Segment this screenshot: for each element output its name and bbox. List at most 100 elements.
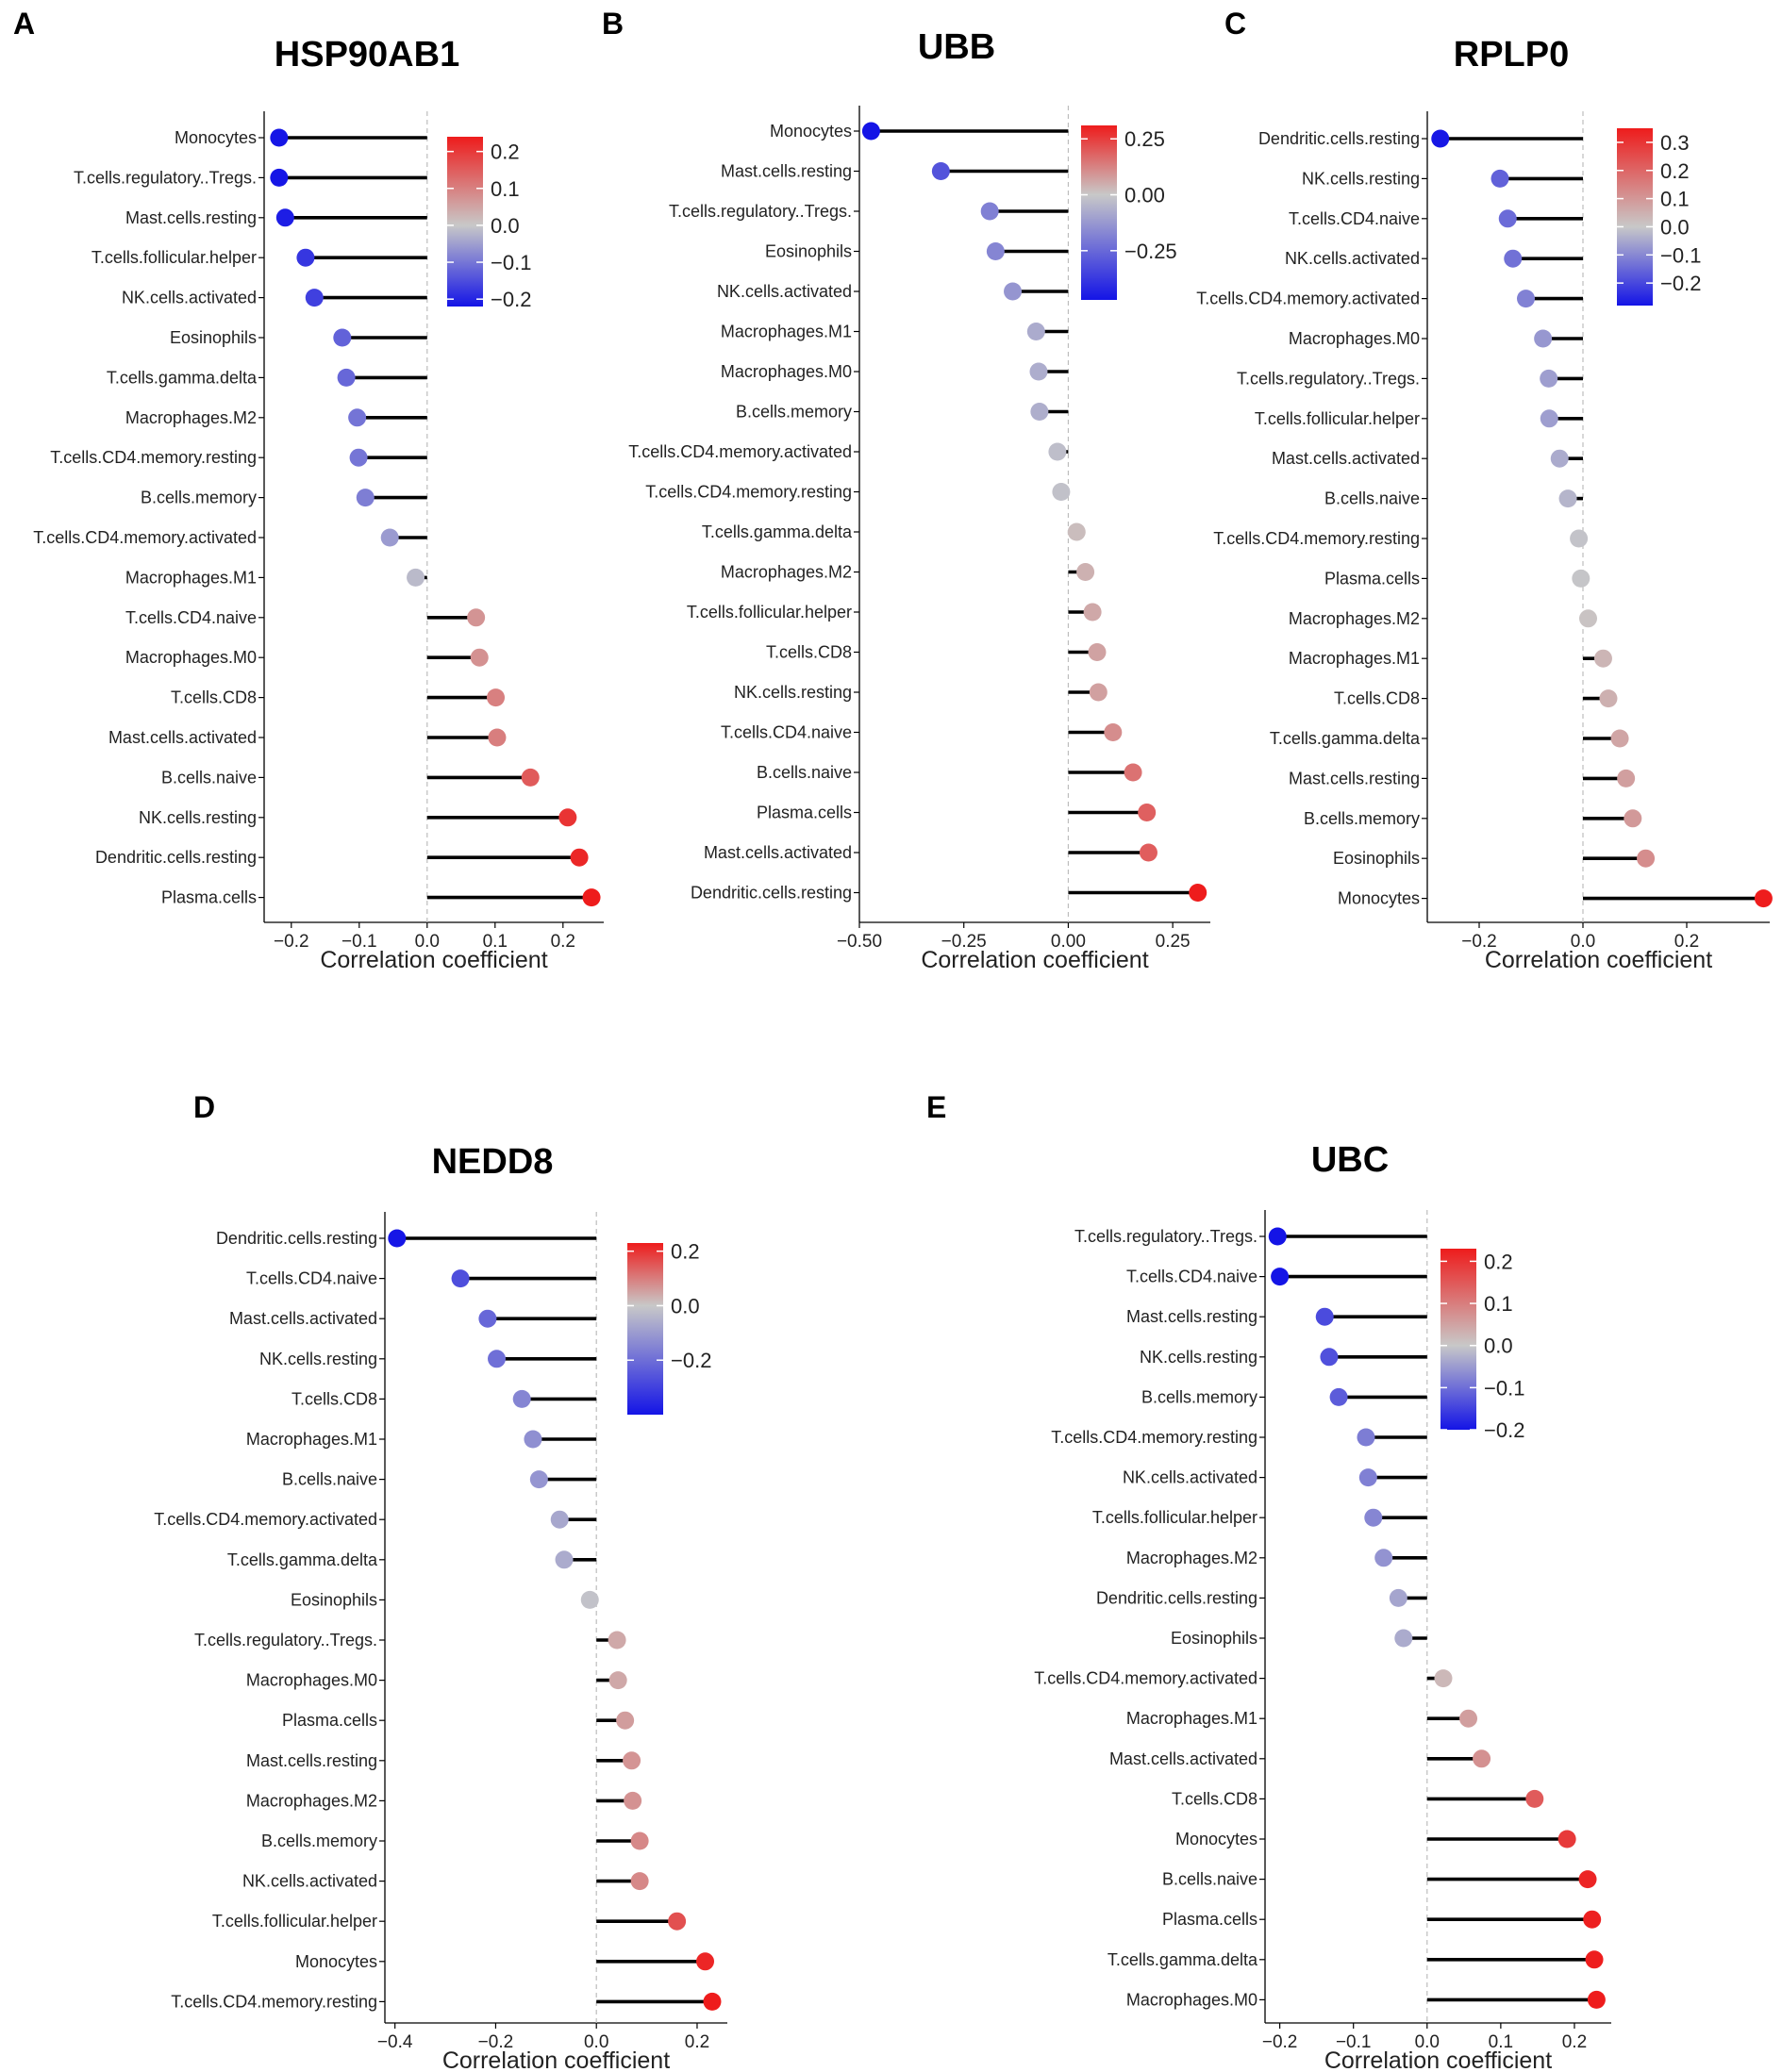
x-axis-title: Correlation coefficient [320,947,547,973]
category-label: NK.cells.resting [1302,169,1420,188]
lollipop-point [616,1711,635,1730]
category-label: T.cells.CD4.naive [125,608,257,627]
x-axis-title: Correlation coefficient [1485,947,1712,973]
category-label: T.cells.CD4.memory.activated [1034,1669,1257,1688]
category-label: Macrophages.M2 [125,408,257,427]
category-label: T.cells.regulatory..Tregs. [1074,1227,1257,1246]
category-label: T.cells.regulatory..Tregs. [194,1631,377,1649]
lollipop-point [380,528,399,547]
category-label: Macrophages.M0 [1126,1990,1257,2009]
category-label: NK.cells.resting [734,683,852,702]
lollipop-point [1504,249,1523,268]
lollipop-point [1374,1549,1393,1567]
category-label: T.cells.gamma.delta [1108,1950,1258,1969]
lollipop-point [1315,1307,1334,1326]
legend-label: 0.3 [1660,131,1690,155]
legend-label: 0.2 [1484,1250,1513,1273]
category-label: NK.cells.activated [122,289,257,307]
lollipop-point [1570,529,1589,548]
category-label: T.cells.CD4.naive [721,723,852,742]
x-tick-label: 0.25 [1156,932,1191,952]
chart-title: UBC [1311,1140,1389,1180]
category-label: Mast.cells.activated [1272,449,1420,468]
category-label: Dendritic.cells.resting [691,884,852,903]
category-label: Monocytes [1338,889,1420,908]
color-legend-bar [627,1243,663,1415]
category-label: Mast.cells.activated [229,1309,377,1328]
lollipop-point [270,128,289,147]
category-label: Macrophages.M2 [246,1791,377,1810]
color-legend-bar [1441,1249,1476,1430]
lollipop-point [1320,1348,1339,1367]
lollipop-point [487,688,506,707]
category-label: Eosinophils [765,242,852,261]
legend-label: −0.1 [1660,243,1701,267]
lollipop-point [333,328,352,347]
lollipop-point [1104,723,1123,741]
lollipop-point [1599,689,1618,708]
category-label: T.cells.gamma.delta [702,522,853,541]
lollipop-point [1394,1629,1413,1648]
category-label: Dendritic.cells.resting [1096,1588,1257,1607]
category-label: Macrophages.M0 [1289,329,1420,348]
lollipop-point [668,1912,687,1931]
x-axis-title: Correlation coefficient [921,947,1148,973]
lollipop-point [1268,1227,1287,1246]
legend-label: −0.2 [1660,272,1701,295]
category-label: T.cells.CD4.memory.activated [1196,290,1420,308]
category-label: NK.cells.resting [1140,1348,1257,1367]
lollipop-point [1189,884,1207,902]
lollipop-point [1431,129,1450,148]
lollipop-point [521,768,540,787]
lollipop-point [1525,1789,1544,1808]
lollipop-point [1052,483,1071,501]
lollipop-point [407,568,425,587]
category-label: Mast.cells.activated [1109,1749,1257,1768]
legend-label: 0.1 [491,177,520,201]
category-label: T.cells.gamma.delta [227,1550,378,1569]
lollipop-point [337,368,356,387]
category-label: NK.cells.activated [1285,249,1420,268]
category-label: B.cells.memory [736,403,852,422]
panel-b: B UBB −0.50 −0.25 0.00 0.25 Correlation coeffi… [602,7,1210,973]
category-label: NK.cells.activated [242,1872,377,1891]
x-tick-label: 0.0 [415,932,440,952]
lollipop-point [1583,1910,1602,1929]
lollipop-point [348,408,367,427]
lollipop-point [388,1229,407,1248]
lollipop-point [1754,889,1773,908]
lollipop-point [1491,169,1509,188]
lollipop-point [305,289,324,307]
category-label: Monocytes [175,128,257,147]
x-tick-label: 0.2 [551,932,575,952]
category-label: Dendritic.cells.resting [216,1229,377,1248]
category-label: Monocytes [1175,1830,1257,1848]
category-label: Dendritic.cells.resting [95,848,257,867]
category-label: T.cells.follicular.helper [1255,409,1420,428]
x-tick-label: −0.4 [377,2032,413,2052]
legend-label: 0.1 [1660,188,1690,211]
category-label: T.cells.CD8 [1334,689,1420,708]
lollipop-point [1329,1387,1348,1406]
panel-d: D NEDD8 −0.4 −0.2 0.0 0.2 Correlation coeffici… [154,1090,727,2072]
lollipop-point [1593,649,1612,668]
legend-label: 0.2 [491,141,520,164]
category-label: B.cells.naive [161,768,257,787]
category-label: NK.cells.resting [139,808,257,827]
category-label: T.cells.CD4.memory.activated [154,1510,377,1529]
category-label: T.cells.CD4.memory.resting [1213,529,1420,548]
lollipop-point [1517,290,1535,308]
lollipop-point [1498,209,1517,228]
lollipop-point [555,1550,574,1569]
category-label: T.cells.follicular.helper [1092,1508,1257,1527]
lollipop-point [1550,449,1569,468]
lollipop-point [1138,804,1157,821]
lollipop-point [296,248,315,267]
category-label: B.cells.naive [1162,1870,1257,1889]
x-tick-label: 0.00 [1051,932,1086,952]
category-label: T.cells.follicular.helper [92,248,257,267]
lollipop-point [1026,323,1045,340]
x-tick-label: −0.1 [1336,2032,1372,2052]
category-label: B.cells.memory [141,489,257,507]
category-label: Macrophages.M1 [246,1430,377,1449]
